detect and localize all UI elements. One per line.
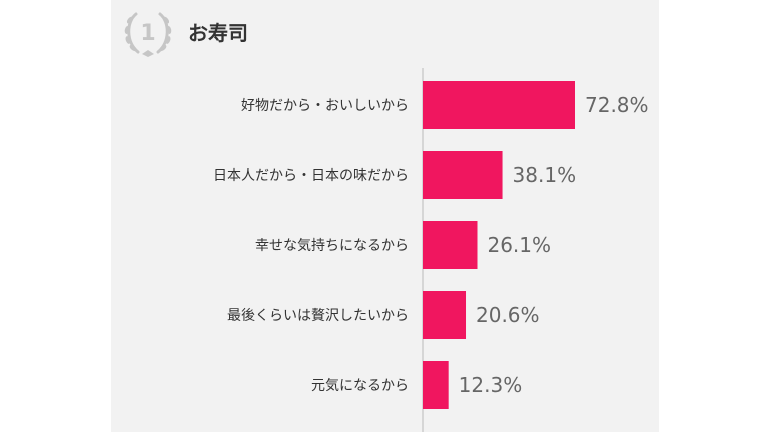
value-label: 12.3%	[459, 373, 523, 397]
laurel-rank-icon: 1	[124, 12, 172, 57]
category-label: 好物だから・おいしいから	[241, 98, 409, 114]
value-label: 38.1%	[513, 163, 577, 187]
category-label: 日本人だから・日本の味だから	[213, 168, 409, 184]
chart-header: 1 お寿司	[122, 6, 422, 60]
value-label: 72.8%	[585, 93, 649, 117]
bar	[423, 291, 467, 339]
bar	[423, 361, 449, 409]
bar	[423, 221, 478, 269]
value-label: 26.1%	[487, 233, 551, 257]
value-label: 20.6%	[476, 303, 540, 327]
category-label: 幸せな気持ちになるから	[255, 238, 409, 254]
category-label: 最後くらいは贅沢したいから	[227, 307, 409, 324]
chart-panel	[111, 0, 659, 432]
chart-title: お寿司	[188, 21, 248, 45]
bar	[423, 151, 503, 199]
bar	[423, 81, 575, 129]
category-label: 元気になるから	[311, 378, 409, 394]
rank-number: 1	[140, 21, 155, 46]
